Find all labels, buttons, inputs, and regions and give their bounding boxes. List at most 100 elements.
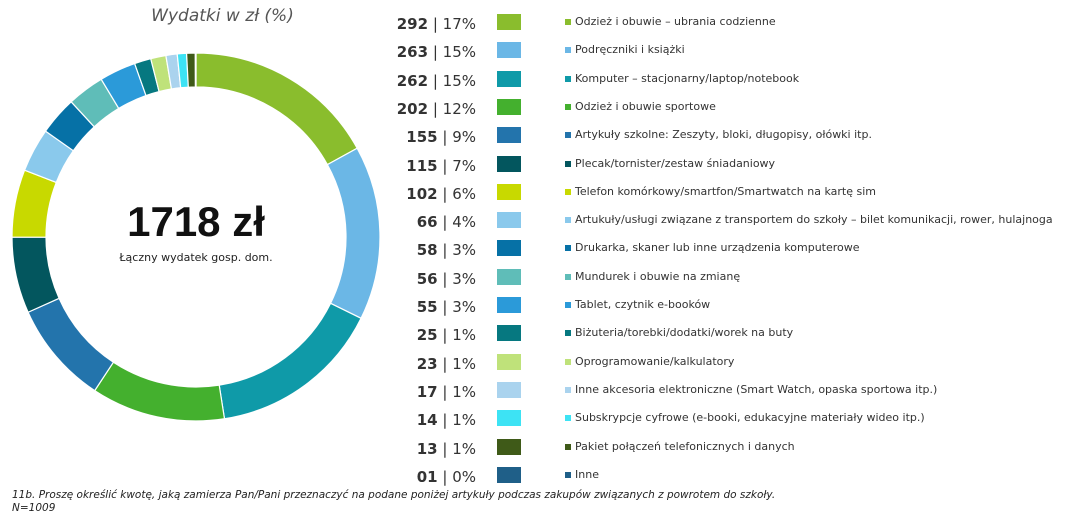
row-percent: 3% — [452, 298, 476, 316]
legend-bullet — [565, 273, 571, 280]
legend-row: 56 | 3% Mundurek i obuwie na zmianę — [0, 268, 1072, 290]
row-value: 17 — [416, 382, 438, 401]
row-value: 55 — [416, 298, 438, 316]
row-value-percent: 102 | 6% — [390, 185, 476, 203]
row-value-percent: 292 | 17% — [390, 15, 476, 33]
row-swatch — [497, 381, 521, 398]
legend-row: 01 | 0% Inne — [0, 466, 1072, 488]
row-percent: 9% — [452, 128, 476, 147]
row-value: 14 — [416, 411, 438, 430]
row-value: 202 — [396, 99, 429, 118]
row-value: 292 — [396, 15, 429, 33]
legend-label: Komputer – stacjonarny/laptop/notebook — [575, 71, 800, 85]
legend-row: 13 | 1% Pakiet połączeń telefonicznych i … — [0, 438, 1072, 460]
row-percent: 15% — [442, 43, 476, 62]
footnote-sample: N=1009 — [12, 502, 56, 514]
row-separator: | — [437, 467, 453, 486]
row-swatch — [497, 155, 521, 172]
row-percent: 3% — [452, 269, 476, 288]
legend-row: 263 | 15% Podręczniki i książki — [0, 41, 1072, 63]
row-percent: 0% — [452, 467, 476, 486]
row-value: 58 — [416, 241, 438, 260]
legend-label: Plecak/tornister/zestaw śniadaniowy — [575, 156, 776, 170]
center-total: 1718 zł — [127, 198, 265, 245]
legend-row: 292 | 17% Odzież i obuwie – ubrania codzi… — [0, 13, 1072, 35]
row-swatch — [497, 353, 521, 370]
row-separator: | — [437, 269, 453, 288]
row-swatch — [497, 410, 521, 427]
row-value: 115 — [406, 156, 438, 175]
legend-label: Inne akcesoria elektroniczne (Smart Watc… — [575, 382, 938, 396]
row-percent: 12% — [442, 99, 476, 118]
legend-row: 115 | 7% Plecak/tornister/zestaw śniadani… — [0, 155, 1072, 177]
row-value-percent: 55 | 3% — [390, 298, 476, 316]
legend-row: 262 | 15% Komputer – stacjonarny/laptop/n… — [0, 70, 1072, 92]
row-value-percent: 56 | 3% — [390, 270, 476, 288]
legend-row: 66 | 4% Artukuły/usługi związane z transp… — [0, 211, 1072, 233]
legend-bullet — [565, 103, 571, 110]
row-separator: | — [437, 156, 453, 175]
legend-label: Drukarka, skaner lub inne urządzenia kom… — [575, 241, 860, 255]
legend-row: 102 | 6% Telefon komórkowy/smartfon/Smart… — [0, 183, 1072, 205]
row-value: 13 — [416, 439, 438, 458]
legend-label: Subskrypcje cyfrowe (e-booki, edukacyjne… — [575, 411, 925, 425]
row-swatch — [497, 14, 521, 30]
row-value-percent: 23 | 1% — [390, 355, 476, 373]
legend-label: Artykuły szkolne: Zeszyty, bloki, długop… — [575, 128, 872, 142]
row-value-percent: 25 | 1% — [390, 326, 476, 344]
row-value: 25 — [416, 326, 438, 345]
row-percent: 17% — [442, 15, 476, 33]
legend-row: 58 | 3% Drukarka, skaner lub inne urządze… — [0, 239, 1072, 261]
row-value-percent: 58 | 3% — [390, 241, 476, 259]
legend-label: Pakiet połączeń telefonicznych i danych — [575, 439, 795, 453]
legend-bullet — [565, 217, 571, 224]
center-caption: Łączny wydatek gosp. dom. — [119, 251, 273, 264]
row-value: 102 — [406, 184, 438, 203]
row-separator: | — [437, 213, 453, 232]
row-swatch — [497, 127, 521, 144]
row-value: 01 — [416, 467, 438, 486]
row-value: 23 — [416, 354, 438, 373]
legend-bullet — [565, 188, 571, 195]
row-percent: 7% — [452, 156, 476, 175]
row-percent: 1% — [452, 411, 476, 430]
legend-label: Telefon komórkowy/smartfon/Smartwatch na… — [575, 184, 876, 198]
row-value: 262 — [396, 71, 429, 90]
row-swatch — [497, 42, 521, 59]
row-percent: 4% — [452, 213, 476, 232]
row-swatch — [497, 297, 521, 313]
row-value: 263 — [396, 43, 429, 62]
row-separator: | — [437, 354, 453, 373]
donut-slice-16 — [194, 52, 197, 88]
row-percent: 3% — [452, 241, 476, 260]
row-separator: | — [428, 15, 443, 33]
row-separator: | — [437, 326, 453, 345]
legend-row: 202 | 12% Odzież i obuwie sportowe — [0, 98, 1072, 120]
legend-row: 25 | 1% Biżuteria/torebki/dodatki/worek n… — [0, 324, 1072, 346]
row-swatch — [497, 268, 521, 285]
row-separator: | — [428, 71, 443, 90]
legend-bullet — [565, 160, 571, 167]
row-percent: 15% — [442, 71, 476, 90]
footnote: 11b. Proszę określić kwotę, jaką zamierz… — [12, 489, 775, 515]
legend-label: Artukuły/usługi związane z transportem d… — [575, 213, 1053, 227]
chart-title: Wydatki w zł (%) — [151, 6, 294, 26]
row-percent: 1% — [452, 354, 476, 373]
row-separator: | — [437, 439, 453, 458]
donut-chart — [11, 52, 381, 422]
row-separator: | — [437, 241, 453, 260]
row-percent: 1% — [452, 382, 476, 401]
legend-bullet — [565, 245, 571, 252]
row-swatch — [497, 438, 521, 455]
row-swatch — [497, 212, 521, 229]
legend-label: Biżuteria/torebki/dodatki/worek na buty — [575, 326, 794, 340]
legend-table: 292 | 17% Odzież i obuwie – ubrania codzi… — [0, 13, 1072, 488]
row-separator: | — [437, 184, 453, 203]
row-value: 56 — [416, 269, 438, 288]
row-value-percent: 202 | 12% — [390, 100, 476, 118]
legend-bullet — [565, 415, 571, 422]
row-swatch — [497, 325, 521, 342]
legend-label: Odzież i obuwie sportowe — [575, 99, 716, 113]
legend-bullet — [565, 19, 571, 25]
legend-label: Mundurek i obuwie na zmianę — [575, 269, 741, 283]
